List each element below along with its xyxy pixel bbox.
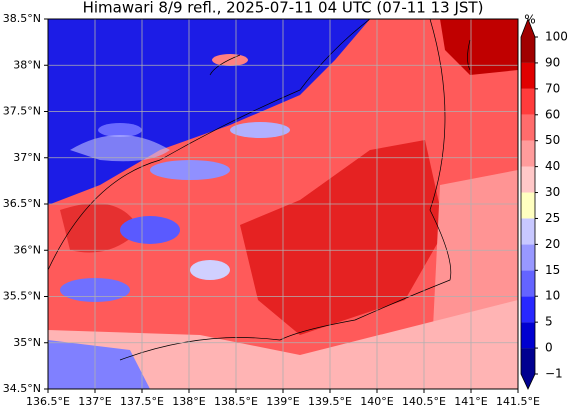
colorbar-extend-bottom bbox=[521, 374, 535, 389]
x-tick-label: 141.5°E bbox=[496, 395, 540, 408]
colorbar-segment bbox=[521, 37, 535, 63]
colorbar-segment bbox=[521, 62, 535, 89]
x-tick-label: 140°E bbox=[360, 395, 393, 408]
x-tick-label: 139°E bbox=[266, 395, 299, 408]
x-tick-label: 138°E bbox=[172, 395, 205, 408]
colorbar-label: 40 bbox=[545, 159, 560, 173]
colorbar-segment bbox=[521, 244, 535, 271]
colorbar-label: 5 bbox=[545, 315, 553, 329]
colorbar-label: 90 bbox=[545, 55, 560, 69]
colorbar-segment bbox=[521, 322, 535, 349]
colorbar-label: −1 bbox=[545, 367, 563, 381]
colorbar-label: 15 bbox=[545, 263, 560, 277]
y-tick-label: 38°N bbox=[13, 58, 41, 71]
x-tick-label: 137°E bbox=[78, 395, 111, 408]
colorbar-segment bbox=[521, 348, 535, 374]
colorbar-extend-top bbox=[521, 19, 535, 37]
colorbar-segment bbox=[521, 296, 535, 323]
colorbar-unit: % bbox=[524, 13, 535, 27]
y-tick-label: 37°N bbox=[13, 151, 41, 164]
x-tick-label: 140.5°E bbox=[402, 395, 446, 408]
colorbar-label: 25 bbox=[545, 211, 560, 225]
colorbar-segment bbox=[521, 88, 535, 115]
y-tick-label: 38.5°N bbox=[3, 12, 41, 25]
colorbar-segment bbox=[521, 270, 535, 297]
colorbar-segment bbox=[521, 166, 535, 193]
y-tick-label: 36.5°N bbox=[3, 197, 41, 210]
x-tick-label: 136.5°E bbox=[26, 395, 70, 408]
colorbar-label: 60 bbox=[545, 107, 560, 121]
colorbar-segment bbox=[521, 192, 535, 219]
colorbar-label: 50 bbox=[545, 133, 560, 147]
title: Himawari 8/9 refl., 2025-07-11 04 UTC (0… bbox=[83, 0, 484, 17]
y-tick-label: 35°N bbox=[13, 336, 41, 349]
colorbar-segment bbox=[521, 140, 535, 167]
x-tick-label: 139.5°E bbox=[308, 395, 352, 408]
colorbar-label: 10 bbox=[545, 289, 560, 303]
x-tick-label: 138.5°E bbox=[214, 395, 258, 408]
colorbar-label: 0 bbox=[545, 341, 553, 355]
y-tick-label: 35.5°N bbox=[3, 290, 41, 303]
x-tick-label: 141°E bbox=[454, 395, 487, 408]
colorbar-label: 20 bbox=[545, 237, 560, 251]
x-tick-label: 137.5°E bbox=[120, 395, 164, 408]
y-tick-label: 37.5°N bbox=[3, 105, 41, 118]
colorbar-label: 100 bbox=[545, 30, 568, 44]
colorbar-segment bbox=[521, 114, 535, 141]
y-tick-label: 34.5°N bbox=[3, 382, 41, 395]
y-tick-label: 36°N bbox=[13, 243, 41, 256]
colorbar-label: 30 bbox=[545, 185, 560, 199]
colorbar-segment bbox=[521, 218, 535, 245]
colorbar-label: 70 bbox=[545, 81, 560, 95]
